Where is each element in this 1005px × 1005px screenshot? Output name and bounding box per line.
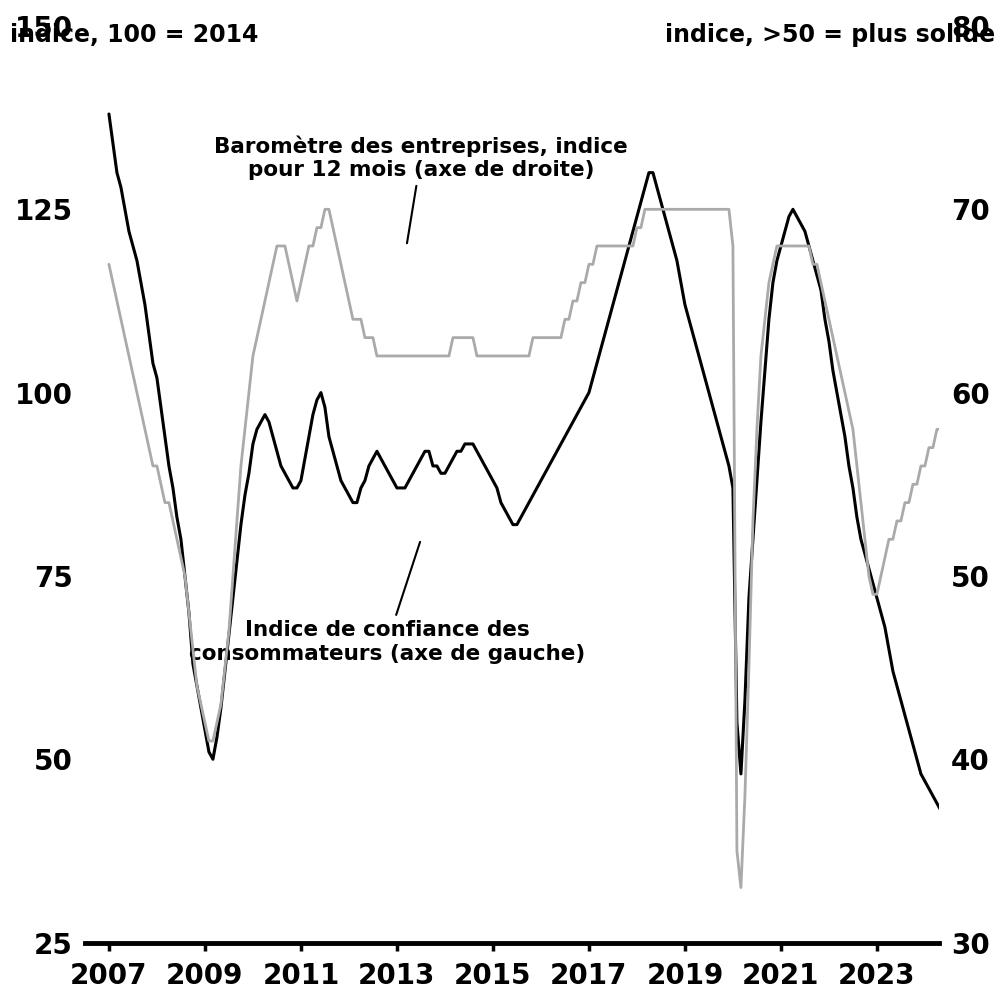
Text: Baromètre des entreprises, indice
pour 12 mois (axe de droite): Baromètre des entreprises, indice pour 1…: [214, 136, 628, 243]
Text: indice, >50 = plus solide: indice, >50 = plus solide: [665, 23, 995, 47]
Text: Indice de confiance des
consommateurs (axe de gauche): Indice de confiance des consommateurs (a…: [189, 542, 586, 663]
Text: indice, 100 = 2014: indice, 100 = 2014: [10, 23, 258, 47]
